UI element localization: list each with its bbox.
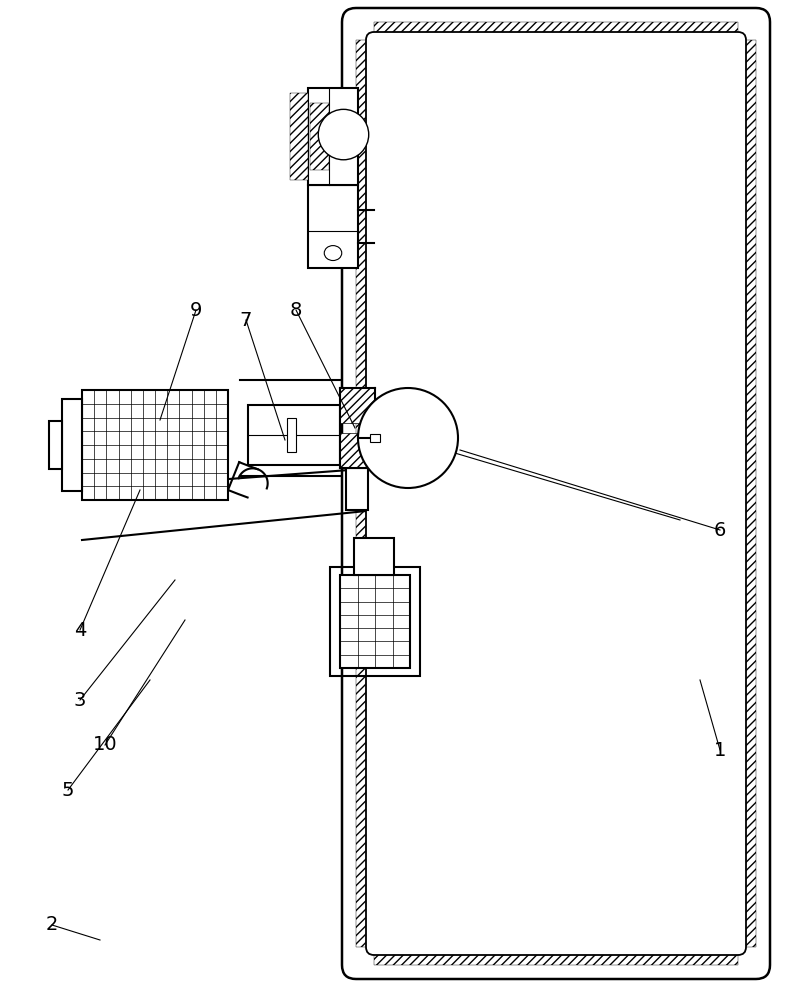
Text: 5: 5 bbox=[62, 780, 74, 800]
Bar bbox=[82, 390, 228, 500]
Bar bbox=[290, 93, 308, 180]
Bar bbox=[287, 418, 296, 452]
FancyBboxPatch shape bbox=[342, 8, 770, 979]
FancyBboxPatch shape bbox=[366, 32, 746, 955]
Text: 2: 2 bbox=[46, 916, 58, 934]
Bar bbox=[346, 468, 368, 510]
Bar bbox=[308, 88, 358, 185]
Text: 8: 8 bbox=[290, 300, 303, 320]
Text: 3: 3 bbox=[74, 690, 86, 710]
Bar bbox=[738, 40, 756, 947]
Bar bbox=[354, 538, 394, 575]
Circle shape bbox=[318, 109, 369, 160]
Text: 1: 1 bbox=[714, 740, 726, 760]
Bar bbox=[356, 40, 374, 947]
Bar bbox=[340, 575, 410, 668]
Bar bbox=[340, 388, 375, 423]
Bar bbox=[248, 405, 340, 465]
Text: 6: 6 bbox=[714, 520, 726, 540]
Bar bbox=[308, 185, 358, 268]
Bar bbox=[330, 567, 420, 676]
Bar bbox=[340, 433, 375, 468]
Bar bbox=[62, 399, 82, 491]
Text: 4: 4 bbox=[74, 620, 86, 640]
Bar bbox=[374, 947, 738, 965]
Bar bbox=[49, 421, 62, 469]
Ellipse shape bbox=[324, 246, 342, 261]
Bar bbox=[370, 434, 380, 442]
Bar bbox=[310, 103, 329, 170]
Text: 7: 7 bbox=[240, 310, 252, 330]
Text: 9: 9 bbox=[190, 300, 202, 320]
Circle shape bbox=[358, 388, 458, 488]
Bar bbox=[374, 22, 738, 40]
Text: 10: 10 bbox=[93, 736, 117, 754]
